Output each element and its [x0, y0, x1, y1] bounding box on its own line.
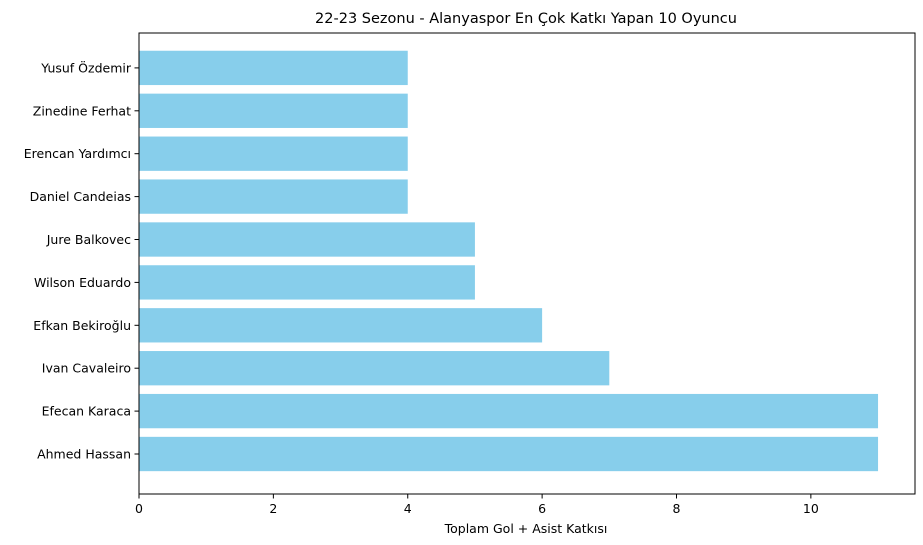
y-tick-label: Efecan Karaca	[42, 404, 131, 419]
bar-8	[139, 93, 408, 128]
bar-6	[139, 179, 408, 214]
x-tick-label: 8	[673, 501, 681, 516]
y-tick-label: Jure Balkovec	[46, 232, 131, 247]
x-axis-ticks: 0 2 4 6 8 10	[135, 494, 819, 516]
y-tick-label: Ahmed Hassan	[37, 447, 131, 462]
y-tick-label: Daniel Candeias	[30, 189, 131, 204]
plot-frame	[138, 32, 916, 495]
bar-1	[139, 393, 879, 429]
y-tick-label: Efkan Bekiroğlu	[33, 318, 131, 333]
y-axis-ticks: Ahmed Hassan Efecan Karaca Ivan Cavaleiro E…	[24, 59, 139, 462]
y-tick-label: Yusuf Özdemir	[40, 59, 132, 75]
x-tick-label: 0	[135, 501, 143, 516]
bar-0	[139, 436, 879, 472]
bar-2	[139, 351, 610, 386]
y-tick-label: Zinedine Ferhat	[33, 103, 131, 118]
bar-9	[139, 50, 408, 86]
y-tick-label: Erencan Yardımcı	[24, 146, 131, 161]
x-tick-label: 6	[538, 501, 546, 516]
bar-3	[139, 308, 543, 343]
x-tick-label: 4	[404, 501, 412, 516]
bar-7	[139, 136, 408, 171]
y-tick-label: Ivan Cavaleiro	[42, 361, 131, 376]
bar-4	[139, 265, 475, 300]
x-axis-label: Toplam Gol + Asist Katkısı	[444, 521, 608, 536]
x-tick-label: 10	[803, 501, 819, 516]
chart-title: 22-23 Sezonu - Alanyaspor En Çok Katkı Y…	[315, 11, 737, 27]
bars-group	[139, 50, 879, 472]
y-tick-label: Wilson Eduardo	[34, 275, 131, 290]
x-tick-label: 2	[269, 501, 277, 516]
bar-5	[139, 222, 475, 257]
